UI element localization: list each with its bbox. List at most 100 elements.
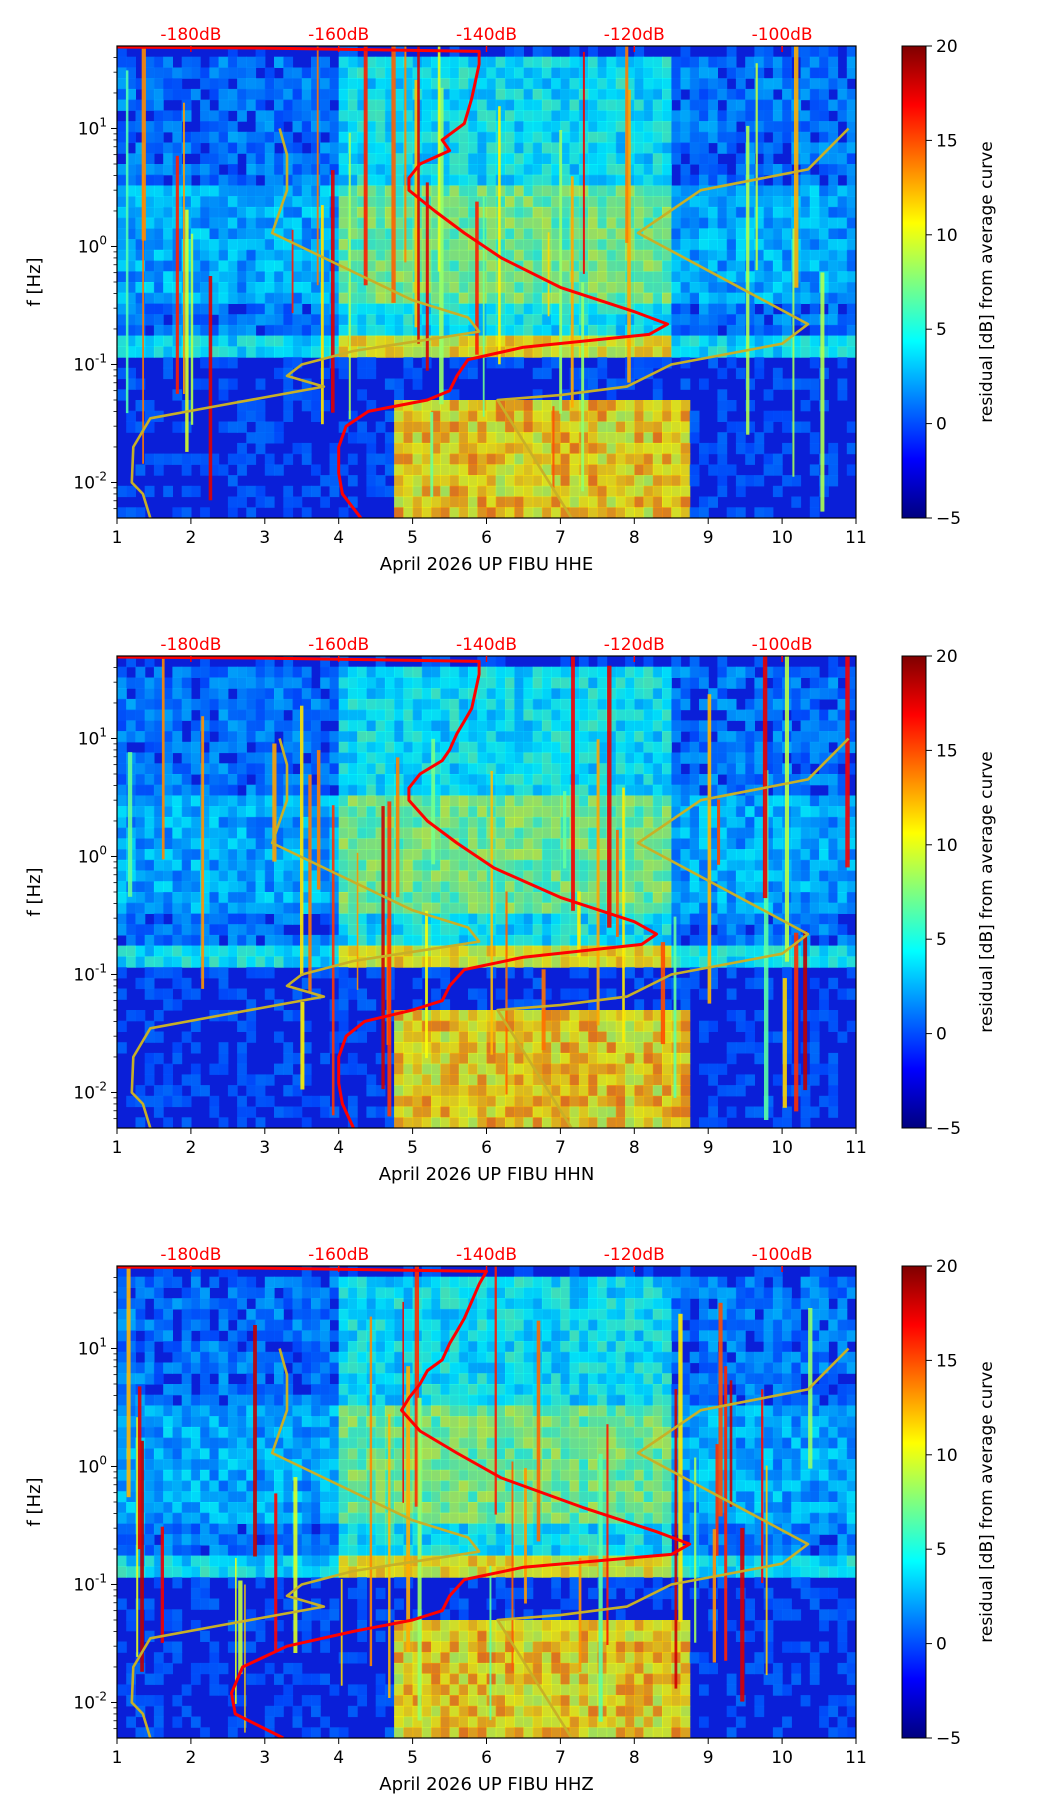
heatmap-cell xyxy=(662,464,672,476)
heatmap-cell xyxy=(311,945,321,957)
heatmap-cell xyxy=(329,78,340,90)
heatmap-cell xyxy=(468,400,478,412)
heatmap-cell xyxy=(495,709,506,721)
heatmap-cell xyxy=(449,142,460,154)
heatmap-cell xyxy=(662,870,672,882)
heatmap-cell xyxy=(514,677,524,689)
heatmap-cell xyxy=(172,698,183,711)
heatmap-cell xyxy=(338,752,349,764)
heatmap-cell xyxy=(394,282,404,294)
heatmap-cell xyxy=(671,496,682,508)
heatmap-cell xyxy=(532,88,543,101)
heatmap-cell xyxy=(237,827,247,839)
heatmap-cell xyxy=(394,709,404,721)
heatmap-cell xyxy=(135,838,146,850)
heatmap-cell xyxy=(357,677,367,689)
heatmap-cell xyxy=(458,806,469,818)
heatmap-streak xyxy=(185,209,189,452)
heatmap-cell xyxy=(597,410,608,422)
heatmap-cell xyxy=(440,666,451,678)
heatmap-cell xyxy=(606,56,617,68)
heatmap-cell xyxy=(329,475,340,487)
heatmap-cell xyxy=(200,271,210,283)
heatmap-cell xyxy=(643,464,654,476)
heatmap-cell xyxy=(523,816,534,829)
heatmap-cell xyxy=(440,934,451,947)
heatmap-cell xyxy=(218,902,229,914)
heatmap-cell xyxy=(708,346,718,358)
heatmap-cell xyxy=(699,56,709,68)
heatmap-cell xyxy=(135,881,146,893)
heatmap-cell xyxy=(357,131,367,144)
heatmap-cell xyxy=(671,806,682,818)
heatmap-cell xyxy=(403,324,414,337)
heatmap-cell xyxy=(153,99,164,111)
heatmap-cell xyxy=(357,88,367,101)
heatmap-cell xyxy=(468,346,478,358)
heatmap-cell xyxy=(421,475,432,487)
heatmap-cell xyxy=(846,335,856,347)
heatmap-cell xyxy=(237,78,247,90)
heatmap-cell xyxy=(412,763,423,775)
heatmap-cell xyxy=(246,260,257,272)
heatmap-cell xyxy=(634,196,645,208)
heatmap-cell xyxy=(338,164,349,176)
heatmap-cell xyxy=(126,913,136,925)
heatmap-cell xyxy=(227,153,238,165)
heatmap-cell xyxy=(541,142,552,154)
heatmap-cell xyxy=(569,324,580,337)
heatmap-cell xyxy=(431,838,441,850)
heatmap-cell xyxy=(495,507,506,518)
heatmap-cell xyxy=(634,688,645,700)
heatmap-cell xyxy=(468,357,478,369)
heatmap-cell xyxy=(782,475,792,487)
heatmap-cell xyxy=(200,335,210,347)
heatmap-cell xyxy=(200,870,210,882)
heatmap-cell xyxy=(809,249,820,262)
heatmap-cell xyxy=(495,741,506,754)
heatmap-cell xyxy=(218,698,229,711)
heatmap-cell xyxy=(421,410,432,422)
heatmap-cell xyxy=(652,774,663,786)
heatmap-cell xyxy=(449,88,460,101)
heatmap-cell xyxy=(652,859,663,872)
heatmap-cell xyxy=(218,870,229,882)
heatmap-cell xyxy=(227,185,238,197)
heatmap-cell xyxy=(809,881,820,893)
heatmap-cell xyxy=(227,121,238,133)
heatmap-cell xyxy=(708,806,718,818)
heatmap-streak xyxy=(190,233,194,425)
heatmap-cell xyxy=(532,720,543,732)
heatmap-cell xyxy=(699,292,709,304)
heatmap-cell xyxy=(412,816,423,829)
heatmap-cell xyxy=(311,142,321,154)
heatmap-cell xyxy=(117,795,127,807)
heatmap-cell xyxy=(274,99,284,111)
heatmap-cell xyxy=(227,164,238,176)
heatmap-cell xyxy=(597,795,608,807)
heatmap-cell xyxy=(320,934,330,947)
heatmap-cell xyxy=(144,346,155,358)
heatmap-cell xyxy=(190,282,201,294)
heatmap-cell xyxy=(190,131,201,144)
heatmap-cell xyxy=(514,774,524,786)
heatmap-cell xyxy=(246,303,257,315)
heatmap-cell xyxy=(403,260,414,272)
heatmap-cell xyxy=(403,99,414,111)
heatmap-cell xyxy=(163,688,173,700)
heatmap-cell xyxy=(338,56,349,68)
heatmap-cell xyxy=(541,795,552,807)
heatmap-cell xyxy=(144,902,155,914)
heatmap-cell xyxy=(846,271,856,283)
heatmap-cell xyxy=(357,67,367,79)
heatmap-cell xyxy=(680,741,691,754)
heatmap-cell xyxy=(311,827,321,839)
heatmap-cell xyxy=(375,196,386,208)
heatmap-cell xyxy=(505,56,515,68)
heatmap-cell xyxy=(126,485,136,498)
heatmap-cell xyxy=(153,228,164,240)
heatmap-cell xyxy=(800,892,811,904)
heatmap-cell xyxy=(394,99,404,111)
heatmap-cell xyxy=(828,656,839,668)
heatmap-cell xyxy=(662,902,672,914)
